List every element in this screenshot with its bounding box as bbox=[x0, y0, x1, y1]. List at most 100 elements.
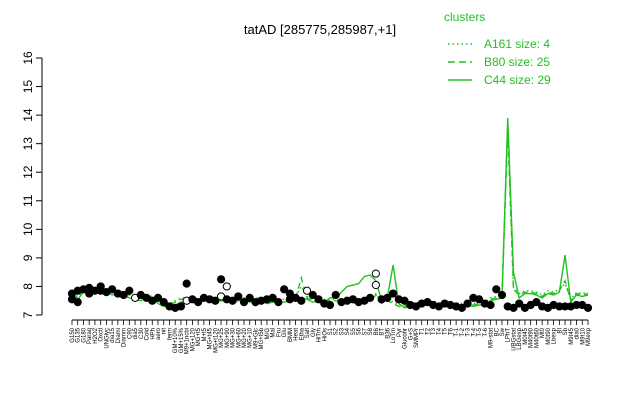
x-tick-label: M0t45 bbox=[523, 327, 529, 344]
x-tick-label: M9t45 bbox=[569, 327, 575, 344]
data-point bbox=[274, 298, 283, 307]
x-tick-label: Mal bbox=[271, 328, 277, 338]
x-tick-label: MG+30 bbox=[231, 327, 237, 348]
x-tick-label: Gly bbox=[311, 328, 317, 337]
x-tick-label: SMMPr bbox=[414, 328, 420, 348]
x-tick-label: T-3 bbox=[466, 327, 472, 336]
x-tick-label: C90 bbox=[127, 327, 133, 339]
legend: clusters A161 size: 4 B80 size: 25 C44 s… bbox=[444, 10, 551, 87]
legend-label-b80: B80 size: 25 bbox=[484, 55, 550, 69]
x-tick-label: dia15 bbox=[110, 327, 116, 342]
x-tick-label: Diami bbox=[116, 328, 122, 343]
x-tick-label: M9+1ncbi bbox=[185, 328, 191, 354]
x-tick-label: S1 bbox=[328, 327, 334, 335]
x-tick-label: Salt bbox=[305, 328, 311, 339]
data-point bbox=[497, 290, 507, 300]
x-tick-label: UBGstat bbox=[511, 328, 517, 351]
x-tick-label: T-2 bbox=[460, 327, 466, 336]
y-tick-label: 9 bbox=[21, 254, 35, 261]
data-point bbox=[234, 292, 243, 301]
data-point bbox=[331, 290, 340, 300]
x-tick-label: M9+Glc bbox=[253, 328, 259, 349]
y-tick-label: 10 bbox=[21, 222, 35, 236]
data-point bbox=[492, 285, 501, 294]
x-tick-label: M9t10 bbox=[580, 327, 586, 344]
x-tick-label: M/G bbox=[265, 328, 271, 340]
data-point bbox=[583, 303, 593, 312]
x-tick-label: LoTm bbox=[391, 328, 397, 343]
x-tick-label: H2O2 bbox=[93, 327, 99, 343]
x-tick-label: Pyr bbox=[397, 328, 403, 337]
x-tick-label: Oxctl bbox=[99, 328, 105, 342]
data-point bbox=[228, 296, 237, 305]
x-tick-label: T6 bbox=[448, 327, 454, 335]
data-point bbox=[268, 293, 277, 302]
x-tick-label: G180 bbox=[81, 327, 87, 342]
series-line-b80 bbox=[71, 129, 589, 308]
x-tick-label: Glu bbox=[282, 328, 288, 337]
x-tick-label: T4 bbox=[437, 327, 443, 335]
x-tick-label: HPh bbox=[150, 328, 156, 340]
data-point bbox=[176, 302, 186, 311]
x-tick-label: GM+10% bbox=[173, 327, 179, 353]
y-tick-label: 7 bbox=[21, 311, 35, 318]
y-tick-label: 12 bbox=[21, 165, 35, 179]
x-tick-label: B6 bbox=[374, 327, 380, 335]
x-tick-label: UNGlyc bbox=[104, 328, 110, 349]
x-tick-label: Sw bbox=[500, 327, 506, 336]
data-point bbox=[371, 280, 380, 290]
x-tick-label: T2 bbox=[425, 327, 431, 335]
x-tick-label: MG+120 bbox=[190, 327, 196, 351]
x-axis: G150 G135 G180 Paraq H2O2 Oxctl UNGlyc dia15 Dia… bbox=[70, 319, 592, 354]
y-tick-label: 15 bbox=[21, 80, 35, 94]
data-point bbox=[486, 300, 495, 310]
data-point bbox=[153, 293, 163, 302]
data-point bbox=[366, 293, 375, 302]
x-tick-label: LPhT bbox=[506, 328, 512, 343]
data-point bbox=[119, 290, 128, 300]
data-point bbox=[211, 296, 220, 305]
data-point bbox=[302, 286, 312, 295]
x-tick-label: S3 bbox=[339, 327, 345, 335]
y-tick-label: 16 bbox=[21, 51, 35, 65]
data-point bbox=[297, 296, 306, 305]
x-tick-label: MG+t5b bbox=[259, 327, 265, 349]
x-tick-label: T-5 bbox=[477, 327, 483, 336]
x-tick-label: T-1 bbox=[454, 327, 460, 336]
x-tick-label: M40t90 bbox=[529, 327, 535, 348]
x-tick-label: BC bbox=[494, 327, 500, 336]
data-point bbox=[532, 298, 541, 307]
x-tick-label: G+S bbox=[408, 328, 414, 340]
x-tick-label: Mt0 bbox=[540, 327, 546, 338]
x-tick-label: Etha bbox=[299, 327, 305, 340]
data-point bbox=[73, 298, 82, 307]
x-tick-label: MG+t5 bbox=[196, 327, 202, 346]
data-point bbox=[216, 275, 226, 284]
x-tick-label: GM+15% bbox=[179, 327, 185, 353]
legend-label-a161: A161 size: 4 bbox=[484, 37, 550, 51]
data-point bbox=[125, 286, 134, 295]
data-point bbox=[371, 269, 380, 278]
data-point bbox=[325, 300, 335, 310]
data-point bbox=[383, 293, 392, 302]
y-axis: 7 8 9 10 11 12 13 14 15 16 bbox=[21, 51, 43, 318]
x-tick-label: Paraq bbox=[87, 328, 93, 344]
x-tick-label: ferm bbox=[167, 328, 173, 340]
data-point bbox=[194, 298, 203, 307]
data-point bbox=[108, 285, 117, 294]
series-layer bbox=[71, 117, 589, 309]
x-tick-label: B36 bbox=[385, 327, 391, 338]
y-tick-label: 14 bbox=[21, 108, 35, 122]
x-tick-label: S6 bbox=[357, 327, 363, 335]
x-tick-label: Gluconr bbox=[403, 328, 409, 349]
x-tick-label: Sb bbox=[563, 327, 569, 335]
x-tick-label: MG+60 bbox=[236, 327, 242, 348]
x-tick-label: Fru bbox=[276, 328, 282, 337]
x-tick-label: M40t60 bbox=[534, 327, 540, 348]
x-tick-label: S5 bbox=[351, 327, 357, 335]
x-tick-label: T1 bbox=[420, 327, 426, 335]
x-tick-label: M+t5 bbox=[202, 327, 208, 341]
x-tick-label: C30 bbox=[139, 327, 145, 339]
data-point bbox=[463, 299, 472, 308]
x-tick-label: nit bbox=[162, 328, 168, 335]
